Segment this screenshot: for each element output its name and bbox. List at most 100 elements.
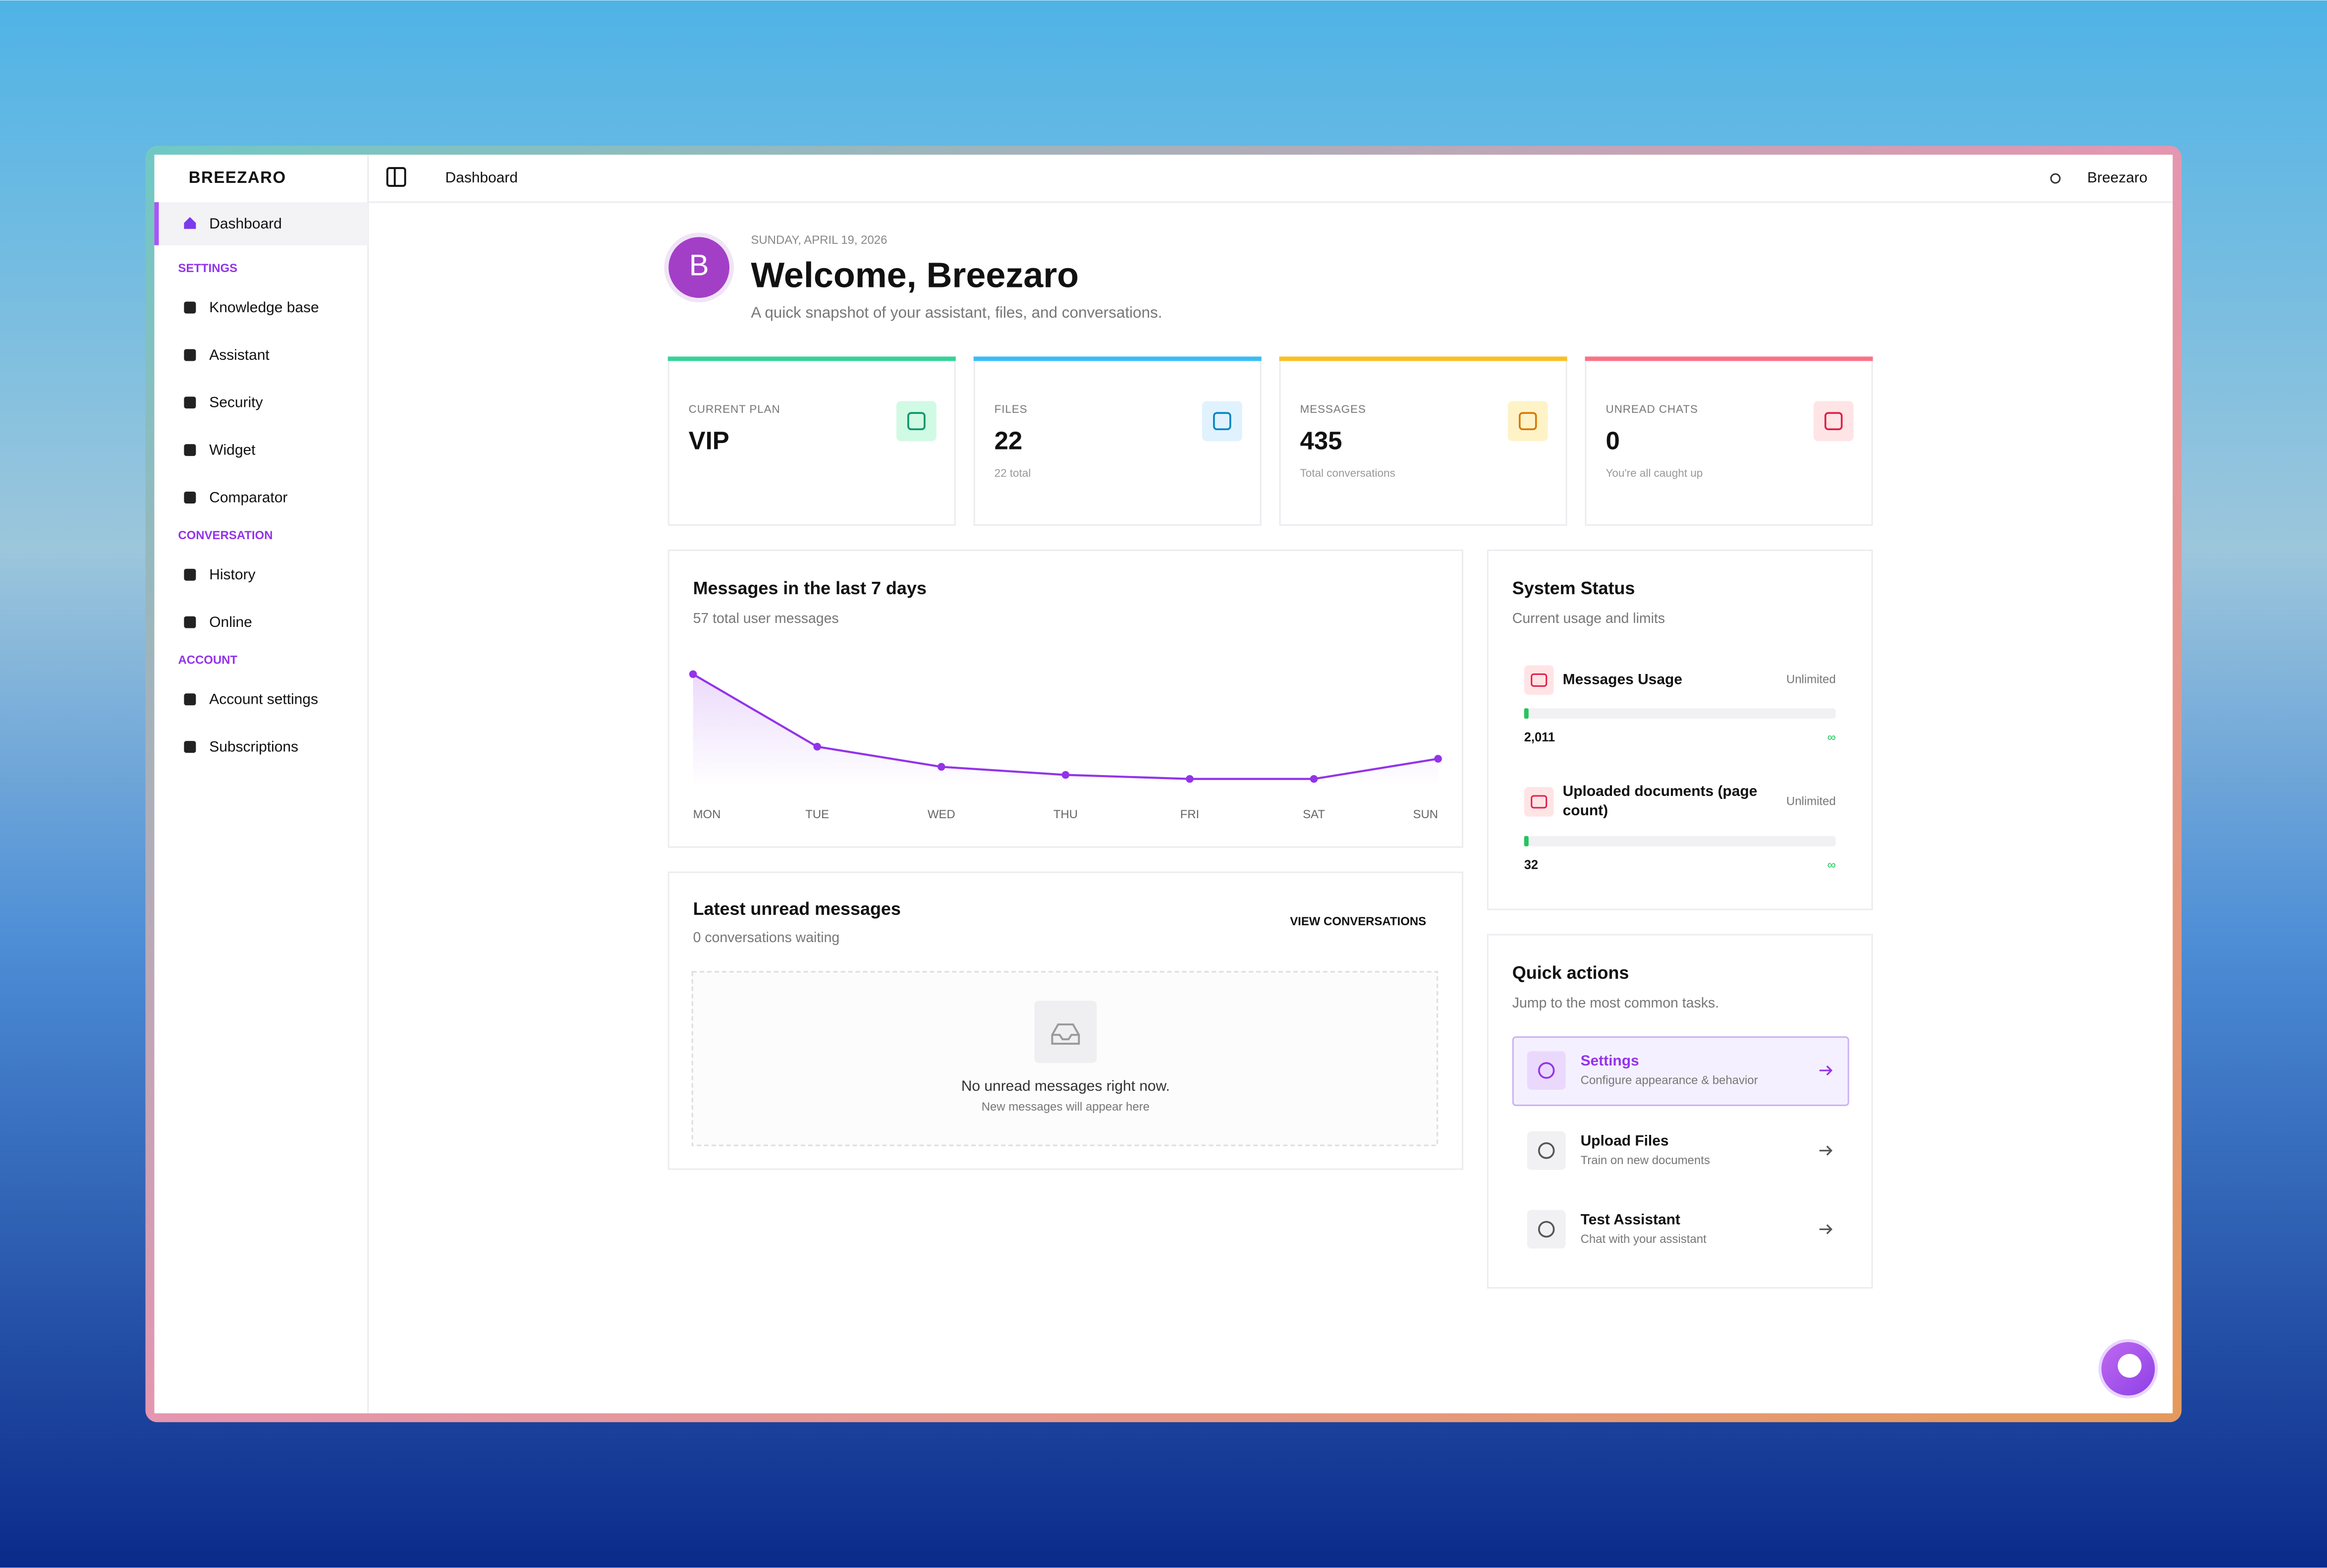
chart-subtitle: 57 total user messages (693, 611, 839, 626)
quick-action[interactable] (1513, 1117, 1849, 1186)
breadcrumb: Dashboard (445, 169, 517, 186)
quick-action-icon-box (1527, 1051, 1566, 1090)
stat-note: 22 total (995, 467, 1031, 479)
theme-toggle[interactable] (2050, 173, 2061, 184)
stat-label: FILES (995, 403, 1028, 415)
progress-track (1524, 836, 1836, 846)
chart-plot: MON TUE WED THU FRI SAT SUN (689, 670, 1442, 821)
quick-action-note: Chat with your assistant (1581, 1232, 1707, 1246)
quick-action-icon (1538, 1221, 1555, 1238)
sidebar-toggle[interactable] (386, 167, 406, 187)
nav-icon (184, 568, 196, 581)
quick-action-note: Train on new documents (1581, 1154, 1710, 1167)
nav-icon (184, 693, 196, 706)
empty-title: No unread messages right now. (961, 1078, 1170, 1094)
stat-cards: CURRENT PLAN VIP FILES 22 22 total MESSAGES 43… (667, 356, 1873, 526)
nav-label[interactable]: Online (209, 614, 252, 630)
stat-icon-box (1813, 401, 1854, 442)
data-point (689, 670, 697, 678)
data-point (1061, 771, 1070, 779)
arrow-icon (1819, 1145, 1833, 1156)
avatar-initial: B (689, 249, 709, 282)
stat-accent (667, 356, 956, 361)
nav-label[interactable]: Assistant (209, 347, 270, 363)
arrow-icon (1819, 1065, 1833, 1076)
quick-action-icon (1538, 1142, 1555, 1159)
active-indicator (154, 202, 159, 245)
status-label: Uploaded documents (page count) (1562, 784, 1758, 820)
nav-label[interactable]: Knowledge base (209, 299, 319, 316)
x-tick-label: TUE (805, 808, 829, 821)
status-subtitle: Current usage and limits (1512, 611, 1665, 626)
data-point (937, 763, 945, 771)
stat-icon (1518, 412, 1537, 431)
stat-label: MESSAGES (1300, 403, 1366, 415)
status-icon (1531, 673, 1548, 687)
status-limit: Unlimited (1786, 794, 1836, 808)
status-icon-box (1524, 786, 1554, 817)
x-tick-label: MON (693, 808, 721, 821)
status-card (1487, 549, 1873, 910)
nav-icon (184, 492, 196, 504)
nav-label[interactable]: Security (209, 394, 263, 411)
stat-accent (973, 356, 1262, 361)
quick-action-title: Upload Files (1581, 1133, 1669, 1149)
quick-action-icon (1538, 1062, 1555, 1079)
usage-max: ∞ (1828, 858, 1836, 872)
unread-subtitle: 0 conversations waiting (693, 930, 840, 946)
stat-value: 22 (995, 427, 1023, 455)
stat-value: 0 (1606, 427, 1619, 455)
quick-actions-title: Quick actions (1512, 962, 1629, 983)
nav-section-label: SETTINGS (178, 262, 237, 275)
quick-actions-subtitle: Jump to the most common tasks. (1512, 995, 1719, 1011)
nav-label[interactable]: History (209, 566, 255, 583)
status-icon (1531, 795, 1548, 809)
status-icon-box (1524, 665, 1554, 695)
chart-card (667, 549, 1463, 848)
progress-fill (1524, 836, 1529, 846)
stat-icon-box (1507, 401, 1548, 442)
stat-value: VIP (689, 427, 729, 455)
data-point (1186, 775, 1194, 783)
usage-count: 32 (1524, 858, 1538, 872)
x-tick-label: FRI (1180, 808, 1200, 821)
progress-track (1524, 708, 1836, 719)
nav-label[interactable]: Subscriptions (209, 739, 298, 755)
data-point (1310, 775, 1318, 783)
nav-section-label: CONVERSATION (178, 529, 273, 542)
avatar (664, 232, 734, 303)
line-area (693, 674, 1439, 787)
status-limit: Unlimited (1786, 673, 1836, 686)
page-title: Welcome, Breezaro (751, 256, 1079, 295)
quick-action-title: Test Assistant (1581, 1211, 1680, 1228)
arrow-icon (1819, 1224, 1833, 1234)
stat-note: You're all caught up (1606, 467, 1703, 479)
stat-icon-box (1202, 401, 1242, 442)
nav-label[interactable]: Comparator (209, 489, 287, 505)
user-menu[interactable]: Breezaro (2087, 169, 2147, 186)
quick-action[interactable] (1512, 1036, 1849, 1106)
quick-action-list: Settings Configure appearance & behavior U… (1512, 1036, 1849, 1264)
quick-action[interactable] (1513, 1196, 1849, 1264)
nav-label[interactable]: Widget (209, 442, 256, 458)
x-tick-label: WED (928, 808, 955, 821)
stat-icon-box (896, 401, 937, 442)
nav-label[interactable]: Account settings (209, 691, 318, 708)
chat-launcher-icon (2117, 1354, 2142, 1378)
view-conversations-button[interactable]: VIEW CONVERSATIONS (1290, 915, 1426, 928)
x-tick-label: SUN (1413, 808, 1439, 821)
quick-action-title: Settings (1581, 1053, 1639, 1069)
usage-count: 2,011 (1524, 730, 1555, 744)
nav-icon (184, 741, 196, 753)
status-label-box: Uploaded documents (page count) (1562, 784, 1758, 820)
status-title: System Status (1512, 578, 1635, 598)
nav-icon (184, 396, 196, 409)
unread-title: Latest unread messages (693, 898, 901, 919)
brand-logo[interactable]: BREEZARO (189, 168, 286, 186)
nav-label[interactable]: Dashboard (209, 216, 281, 232)
stat-label: CURRENT PLAN (689, 403, 780, 415)
nav-icon (184, 349, 196, 361)
chart-title: Messages in the last 7 days (693, 578, 927, 598)
